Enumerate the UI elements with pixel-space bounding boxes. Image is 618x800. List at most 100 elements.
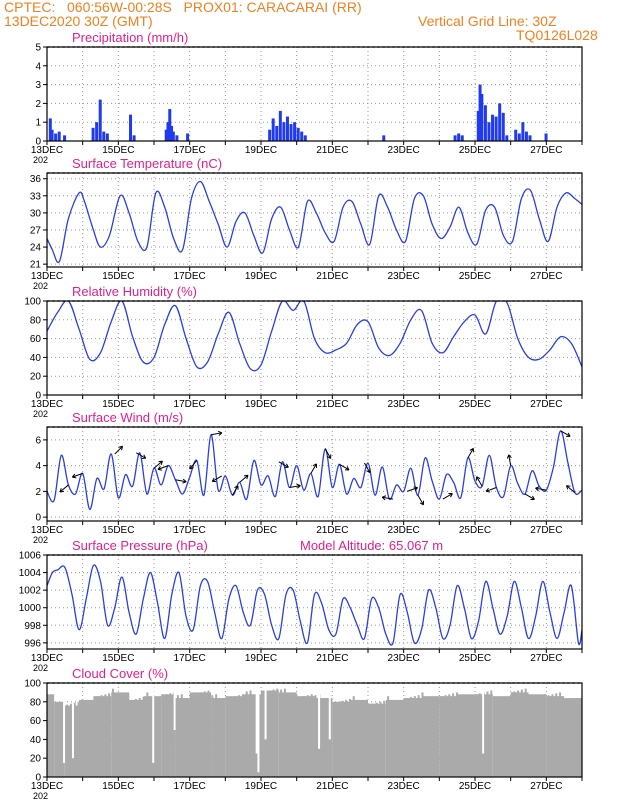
cloud-cover-bar	[528, 698, 531, 777]
x-tick-label: 23DEC	[388, 781, 420, 792]
cloud-cover-bar	[356, 703, 359, 777]
x-tick-label: 13DEC	[31, 781, 63, 792]
panel-title: Cloud Cover (%)	[72, 666, 168, 681]
cloud-cover-bar	[478, 693, 481, 777]
y-tick-label: 1004	[19, 568, 42, 579]
precip-bar	[278, 110, 282, 141]
cloud-cover-bar	[47, 698, 49, 777]
y-tick-label: 0	[35, 391, 41, 402]
x-tick-label: 15DEC	[102, 399, 134, 410]
y-tick-label: 24	[30, 243, 42, 254]
cloud-cover-bar	[322, 701, 325, 777]
wind-arrow-head	[217, 430, 223, 436]
cloud-cover-bar	[108, 693, 111, 777]
header-line2-right: Vertical Grid Line: 30Z	[418, 13, 557, 29]
cloud-cover-bar	[379, 701, 382, 777]
wind-arrow-head	[565, 485, 571, 490]
cloud-cover-bar	[406, 698, 409, 777]
y-tick-label: 80	[30, 315, 42, 326]
cloud-cover-bar	[547, 695, 550, 777]
x-tick-label: 23DEC	[388, 271, 420, 282]
wind-arrow	[153, 460, 163, 469]
precip-bar	[271, 118, 275, 141]
cloud-cover-bar	[432, 698, 435, 777]
cloud-cover-bar	[570, 699, 573, 777]
cloud-cover-bar	[452, 693, 455, 777]
wind-arrow-head	[381, 495, 387, 501]
x-tick-label: 25DEC	[459, 781, 491, 792]
cloud-cover-bar	[490, 690, 493, 777]
cloud-cover-bar	[325, 700, 328, 777]
wind-arrow	[189, 460, 198, 470]
y-tick-label: 20	[30, 372, 42, 383]
cloud-cover-bar	[173, 692, 176, 777]
wind-arrow	[560, 430, 571, 437]
cloud-cover-bar	[230, 697, 233, 777]
header-line2-left: 13DEC2020 30Z (GMT)	[4, 13, 153, 29]
wind-arrow	[210, 432, 222, 436]
x-tick-label: 23DEC	[388, 525, 420, 536]
wind-arrow	[72, 472, 83, 478]
wind-arrow-head	[469, 447, 474, 453]
y-tick-label: 1006	[19, 551, 42, 562]
wind-arrow	[135, 452, 146, 459]
cloud-cover-bar	[532, 697, 535, 777]
precip-bar	[275, 125, 279, 141]
cloud-cover-bar	[157, 698, 160, 777]
cloud-cover-bar	[410, 697, 413, 777]
wind-arrow	[289, 485, 301, 489]
cloud-cover-bar	[310, 694, 313, 777]
cloud-cover-bar	[283, 688, 286, 777]
x-tick-year-fragment: 202	[33, 281, 48, 291]
wind-arrow-head	[448, 493, 453, 498]
series-line	[47, 180, 582, 264]
cloud-cover-bar	[123, 694, 126, 777]
cloud-cover-bar	[203, 691, 206, 777]
precip-bar	[129, 114, 133, 141]
wind-arrow	[535, 487, 547, 491]
cloud-cover-gap	[71, 684, 74, 759]
precip-bar	[517, 133, 521, 141]
wind-arrow	[467, 448, 474, 459]
cloud-cover-bar	[467, 696, 470, 777]
cloud-cover-bar	[211, 695, 214, 777]
cloud-cover-bar	[345, 699, 348, 777]
cloud-cover-gap	[318, 684, 321, 749]
cloud-cover-bar	[291, 695, 294, 777]
precip-bar	[505, 135, 509, 141]
cloud-cover-bar	[253, 698, 256, 777]
x-tick-label: 21DEC	[316, 399, 348, 410]
cloud-cover-bar	[184, 701, 187, 777]
cloud-cover-bar	[348, 698, 351, 777]
x-tick-year-fragment: 202	[33, 663, 48, 673]
wind-arrow-head	[157, 465, 162, 471]
cloud-cover-bar	[161, 695, 164, 777]
wind-arrow-head	[566, 432, 571, 437]
precip-bar	[268, 129, 272, 141]
cloud-cover-bar	[287, 696, 290, 777]
cloud-cover-gap	[173, 684, 176, 730]
wind-arrow-head	[141, 454, 147, 459]
cloud-cover-bar	[222, 700, 225, 777]
cloud-cover-bar	[234, 696, 237, 777]
precip-bar	[300, 131, 304, 141]
y-tick-label: 60	[30, 716, 42, 727]
cloud-cover-bar	[169, 693, 172, 777]
cloud-cover-bar	[276, 688, 279, 777]
x-tick-label: 21DEC	[316, 781, 348, 792]
x-tick-label: 25DEC	[459, 399, 491, 410]
cloud-cover-bar	[425, 699, 428, 777]
cloud-cover-bar	[142, 697, 145, 777]
cloud-cover-bar	[196, 693, 199, 777]
precip-bar	[175, 135, 179, 141]
x-tick-label: 15DEC	[102, 653, 134, 664]
cloud-cover-bar	[387, 696, 390, 777]
x-tick-label: 27DEC	[530, 399, 562, 410]
wind-arrow-head	[506, 454, 512, 459]
panel-background	[47, 173, 582, 267]
precip-bar	[524, 131, 528, 141]
cloud-cover-bar	[475, 694, 477, 777]
cloud-cover-bar	[127, 693, 130, 777]
precip-bar	[166, 122, 170, 141]
cloud-cover-bar	[199, 692, 202, 777]
